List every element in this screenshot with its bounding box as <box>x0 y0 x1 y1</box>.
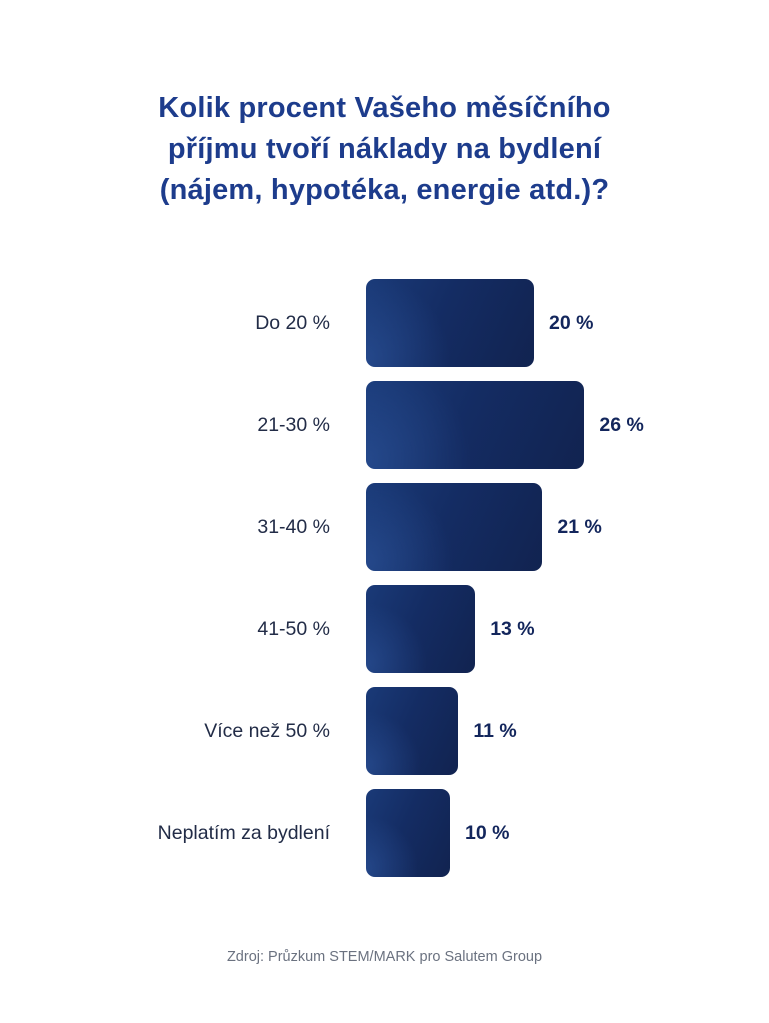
value-label: 11 % <box>473 719 517 742</box>
chart-row: Neplatím za bydlení 10 % <box>0 789 769 877</box>
category-label: Do 20 % <box>255 311 330 334</box>
value-label: 26 % <box>599 413 644 436</box>
value-label: 20 % <box>549 311 594 334</box>
value-label: 10 % <box>465 821 510 844</box>
category-label: Neplatím za bydlení <box>157 821 330 844</box>
bar <box>366 381 585 469</box>
category-label: 41-50 % <box>257 617 330 640</box>
bar <box>366 687 459 775</box>
bar <box>366 585 476 673</box>
value-label: 13 % <box>490 617 535 640</box>
chart-row: 21-30 % 26 % <box>0 381 769 469</box>
chart-row: 41-50 % 13 % <box>0 585 769 673</box>
source-note: Zdroj: Průzkum STEM/MARK pro Salutem Gro… <box>226 949 543 965</box>
bar <box>366 279 534 367</box>
chart-title: Kolik procent Vašeho měsíčního příjmu tv… <box>158 92 611 206</box>
chart-row: 31-40 % 21 % <box>0 483 769 571</box>
chart-row: Do 20 % 20 % <box>0 279 769 367</box>
category-label: 21-30 % <box>257 413 330 436</box>
bar <box>366 483 543 571</box>
bar <box>366 789 450 877</box>
chart-area: Do 20 % 20 % 21-30 % 26 % 31-40 % 21 % 4… <box>0 279 769 877</box>
value-label: 21 % <box>557 515 602 538</box>
category-label: 31-40 % <box>257 515 330 538</box>
category-label: Více než 50 % <box>204 719 330 742</box>
chart-row: Více než 50 % 11 % <box>0 687 769 775</box>
